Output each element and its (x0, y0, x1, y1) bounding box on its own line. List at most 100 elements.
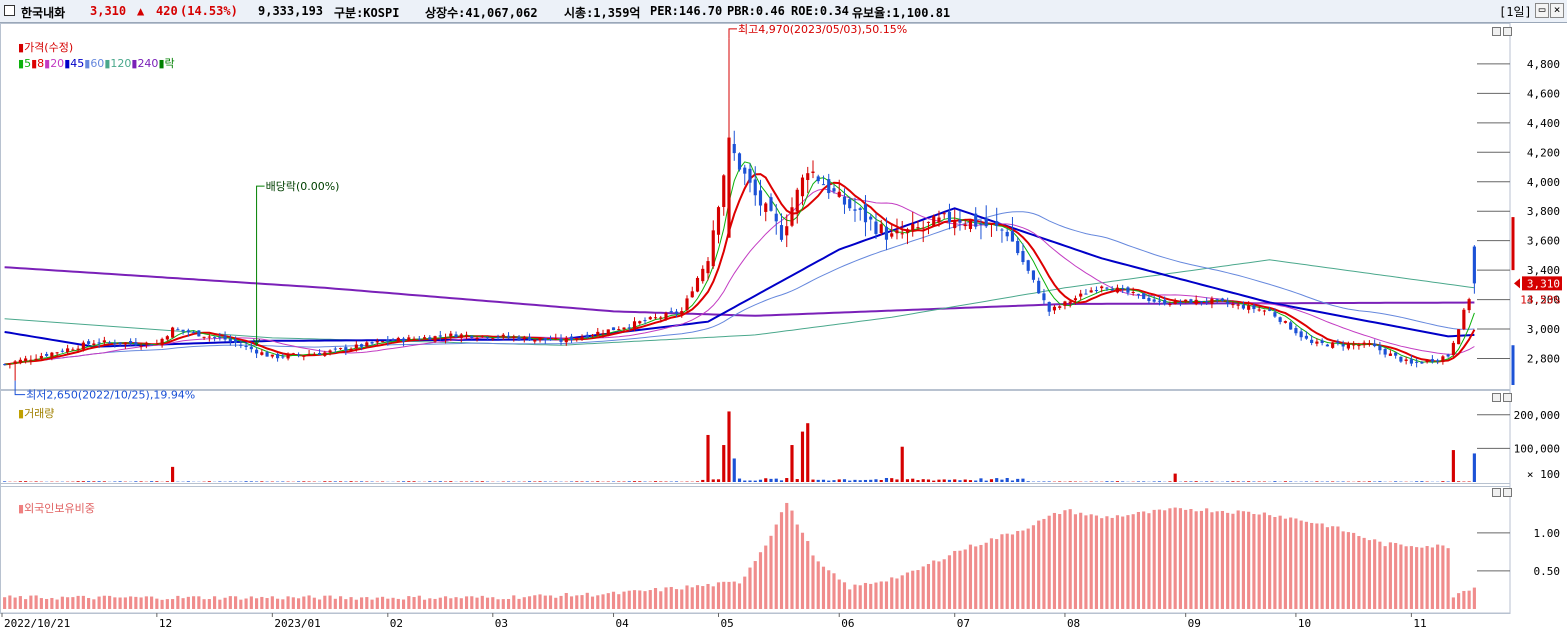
foreign-ratio-bar (323, 595, 327, 609)
candle-body (722, 175, 726, 207)
volume-bar (1005, 477, 1009, 482)
ma-60-line (4, 211, 1475, 365)
foreign-panel-restore-icon[interactable] (1492, 488, 1501, 497)
select-checkbox[interactable] (4, 5, 15, 16)
foreign-ratio-bar (1436, 544, 1440, 609)
panel-close-icon[interactable] (1503, 27, 1512, 36)
volume-bar (874, 479, 878, 482)
foreign-ratio-bar (585, 592, 589, 609)
foreign-ratio-bar (1331, 526, 1335, 609)
candle-body (496, 336, 500, 338)
volume-bar (932, 480, 936, 482)
candle-body (585, 334, 589, 338)
foreign-ratio-bar (1336, 526, 1340, 609)
candle-body (632, 321, 637, 329)
volume-bar (585, 481, 589, 482)
period-selector[interactable]: [1일] (1499, 5, 1532, 19)
candle-body (108, 342, 112, 344)
foreign-ratio-bar (622, 591, 626, 609)
foreign-ratio-bar (176, 595, 180, 609)
x-tick-label: 06 (841, 617, 854, 630)
candle-body (790, 207, 794, 226)
candle-body (1194, 299, 1198, 305)
candle-body (1084, 293, 1088, 295)
price-tick-label: 4,400 (1527, 117, 1560, 130)
stock-name[interactable]: 한국내화 (21, 6, 66, 20)
foreign-ratio-bar (1394, 542, 1398, 609)
foreign-ratio-bar (312, 597, 316, 609)
candle-body (312, 353, 316, 356)
volume-bar (1315, 481, 1319, 482)
volume-bar (1283, 481, 1287, 482)
foreign-ratio-bar (638, 590, 642, 609)
foreign-ratio-bar (1226, 512, 1230, 609)
foreign-ratio-bar (1210, 512, 1214, 609)
foreign-ratio-bar (1178, 508, 1182, 609)
volume-bar (774, 478, 778, 482)
candle-body (81, 342, 85, 350)
foreign-ratio-bar (1021, 530, 1025, 609)
candle-body (412, 338, 416, 340)
candle-body (60, 350, 64, 352)
candle-body (1462, 309, 1466, 330)
candle-body (113, 342, 117, 345)
foreign-ratio-bar (34, 595, 38, 609)
candle-body (1315, 341, 1319, 344)
candle-body (428, 337, 432, 340)
foreign-ratio-bar (433, 598, 437, 609)
price-tick-label: 3,800 (1527, 205, 1560, 218)
volume-bar (428, 481, 432, 482)
candle-body (1100, 286, 1104, 289)
foreign-panel-close-icon[interactable] (1503, 488, 1512, 497)
foreign-ratio-bar (422, 599, 427, 609)
volume-bar (470, 481, 474, 482)
volume-bar (790, 445, 794, 482)
candle-body (611, 327, 616, 331)
panel-restore-icon[interactable] (1492, 27, 1501, 36)
foreign-ratio-bar (297, 598, 301, 609)
restore-icon[interactable]: ▭ (1535, 3, 1549, 18)
candle-body (417, 338, 421, 340)
candle-body (260, 352, 264, 355)
close-icon[interactable]: × (1550, 3, 1564, 18)
foreign-ratio-bar (1236, 510, 1240, 609)
foreign-ratio-bar (270, 596, 274, 609)
foreign-ratio-bar (1404, 546, 1408, 609)
candle-body (690, 291, 694, 298)
foreign-ratio-bar (449, 598, 453, 609)
candle-body (186, 330, 190, 333)
candle-body (223, 335, 227, 340)
volume-bar (632, 481, 637, 482)
foreign-ratio-bar (832, 573, 836, 609)
foreign-ratio-bar (302, 596, 306, 609)
volume-bar (155, 481, 159, 482)
candle-body (1058, 306, 1062, 308)
foreign-ratio-bar (1110, 517, 1114, 609)
candle-body (171, 327, 175, 338)
volume-bar (979, 478, 983, 482)
candle-body (1168, 304, 1172, 306)
volume-bar (638, 481, 642, 482)
volume-bar (228, 481, 232, 482)
candle-body (1210, 298, 1214, 304)
volume-bar (302, 481, 306, 482)
candle-body (239, 344, 243, 346)
foreign-ratio-bar (365, 597, 369, 609)
foreign-ratio-bar (370, 599, 374, 609)
foreign-ratio-bar (1121, 516, 1125, 609)
chart-area[interactable]: 4,800 4,600 4,400 4,200 4,000 3,800 3,600 3,400… (0, 23, 1567, 630)
foreign-ratio-bar (1089, 514, 1093, 609)
volume-bar (1451, 450, 1455, 482)
candle-body (1383, 348, 1387, 355)
foreign-ratio-bar (1451, 597, 1455, 609)
foreign-ratio-bar (1068, 509, 1072, 609)
x-tick-label: 2023/01 (274, 617, 320, 630)
ma-legend-marker: ▮ (18, 57, 25, 70)
foreign-ratio-bar (13, 597, 17, 609)
volume-bar (837, 479, 841, 482)
volume-panel-restore-icon[interactable] (1492, 393, 1501, 402)
candle-body (1063, 301, 1067, 306)
volume-bar (218, 481, 222, 482)
volume-panel-close-icon[interactable] (1503, 393, 1512, 402)
price-tick-label: 2,800 (1527, 352, 1560, 365)
